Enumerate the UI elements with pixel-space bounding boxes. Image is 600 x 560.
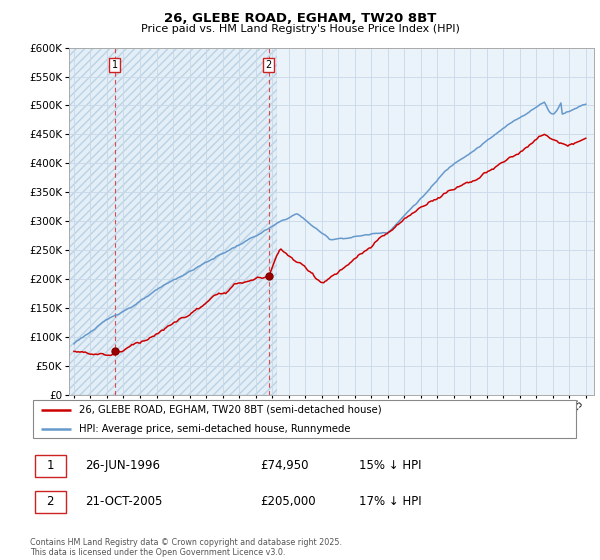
Text: 2: 2 [266,60,272,70]
Text: 1: 1 [47,459,54,472]
Text: Price paid vs. HM Land Registry's House Price Index (HPI): Price paid vs. HM Land Registry's House … [140,24,460,34]
Text: 26, GLEBE ROAD, EGHAM, TW20 8BT: 26, GLEBE ROAD, EGHAM, TW20 8BT [164,12,436,25]
Text: 26, GLEBE ROAD, EGHAM, TW20 8BT (semi-detached house): 26, GLEBE ROAD, EGHAM, TW20 8BT (semi-de… [79,405,382,415]
FancyBboxPatch shape [33,400,576,438]
Text: 17% ↓ HPI: 17% ↓ HPI [359,496,422,508]
Text: £205,000: £205,000 [260,496,316,508]
FancyBboxPatch shape [35,455,65,477]
Text: 15% ↓ HPI: 15% ↓ HPI [359,459,422,472]
Text: Contains HM Land Registry data © Crown copyright and database right 2025.
This d: Contains HM Land Registry data © Crown c… [30,538,342,557]
Text: 1: 1 [112,60,118,70]
Text: 2: 2 [47,496,54,508]
Text: HPI: Average price, semi-detached house, Runnymede: HPI: Average price, semi-detached house,… [79,424,351,435]
Bar [69,48,277,395]
Text: 21-OCT-2005: 21-OCT-2005 [85,496,162,508]
Text: £74,950: £74,950 [260,459,309,472]
FancyBboxPatch shape [35,491,65,513]
Text: 26-JUN-1996: 26-JUN-1996 [85,459,160,472]
Bar [69,48,277,395]
Bar [277,48,594,395]
